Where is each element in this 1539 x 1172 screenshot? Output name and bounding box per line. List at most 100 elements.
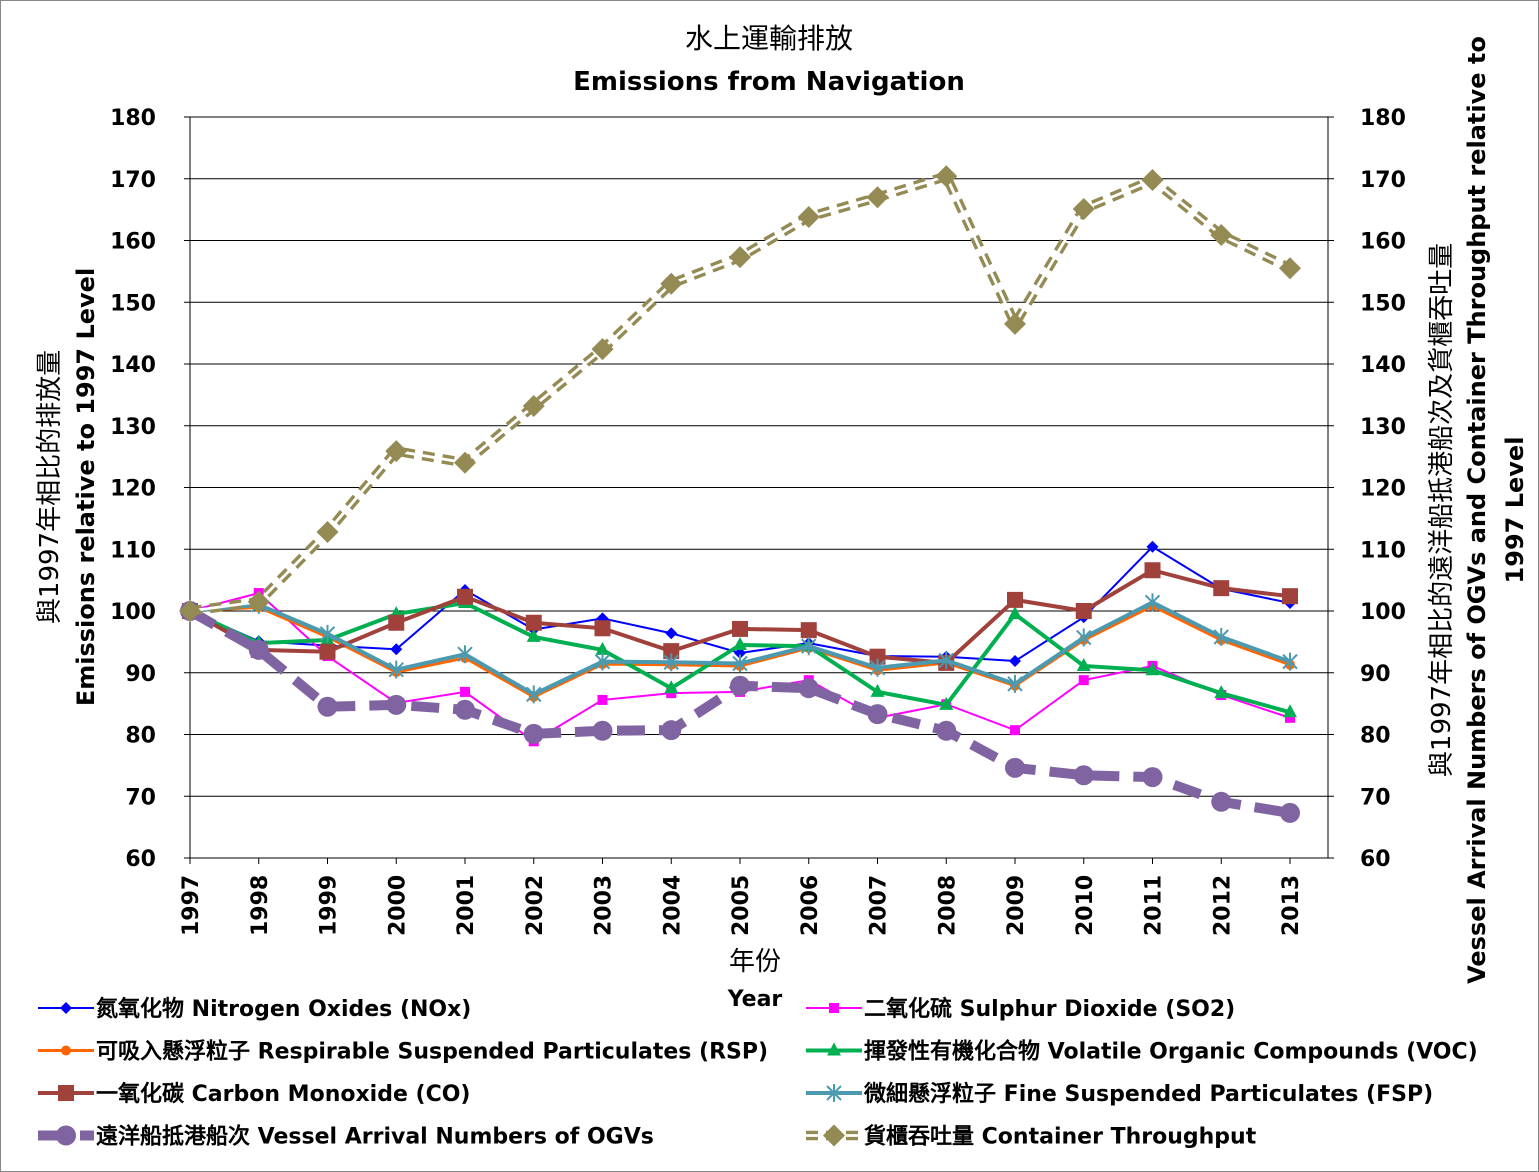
data-point xyxy=(1072,198,1095,221)
data-point xyxy=(801,637,817,656)
data-point xyxy=(1078,675,1089,686)
x-tick-label: 2011 xyxy=(1142,875,1167,936)
x-tick-label: 2003 xyxy=(592,875,617,936)
y2-tick-label: 180 xyxy=(1360,106,1406,131)
legend-marker xyxy=(823,1124,845,1147)
data-point xyxy=(1141,168,1164,191)
legend-item: 一氧化碳 Carbon Monoxide (CO) xyxy=(38,1081,470,1107)
data-point xyxy=(526,628,541,642)
data-point xyxy=(388,660,404,679)
data-point xyxy=(1282,652,1298,671)
y-tick-label: 140 xyxy=(110,353,156,378)
data-point xyxy=(317,696,338,717)
x-tick-label: 2009 xyxy=(1004,875,1029,936)
series-line-gap xyxy=(189,174,1291,613)
legend-marker xyxy=(829,1003,839,1013)
x-tick-label: 2005 xyxy=(729,875,754,936)
data-point xyxy=(1211,791,1232,812)
legend-marker xyxy=(58,1085,74,1101)
legend-item: 貨櫃吞吐量 Container Throughput xyxy=(806,1124,1257,1150)
legend-item: 揮發性有機化合物 Volatile Organic Compounds (VOC… xyxy=(806,1039,1478,1065)
y-tick-label: 60 xyxy=(125,847,156,872)
data-point xyxy=(663,653,679,672)
data-point xyxy=(661,720,682,741)
data-point xyxy=(597,694,608,705)
data-point xyxy=(1280,802,1300,823)
legend-label: 遠洋船抵港船次 Vessel Arrival Numbers of OGVs xyxy=(96,1124,654,1150)
data-point xyxy=(665,627,678,640)
data-point xyxy=(1145,662,1160,676)
legend-label: 微細懸浮粒子 Fine Suspended Particulates (FSP) xyxy=(863,1081,1433,1107)
data-point xyxy=(938,651,954,670)
y-tick-label: 160 xyxy=(110,230,156,255)
chart-title-zh: 水上運輸排放 xyxy=(685,22,853,55)
data-point xyxy=(390,643,403,656)
y2-tick-label: 60 xyxy=(1360,847,1391,872)
data-point xyxy=(797,206,820,229)
data-point xyxy=(1214,685,1229,699)
y-tick-label: 100 xyxy=(110,600,156,625)
y-tick-label: 70 xyxy=(125,785,156,810)
data-point xyxy=(522,394,545,417)
data-point xyxy=(664,680,679,694)
y2-tick-label: 150 xyxy=(1360,291,1406,316)
series-4 xyxy=(182,562,1298,671)
legend-marker xyxy=(61,1045,71,1056)
data-point xyxy=(319,643,336,660)
y2-tick-label: 70 xyxy=(1360,785,1391,810)
x-tick-label: 2013 xyxy=(1279,875,1304,936)
legend-item: 遠洋船抵港船次 Vessel Arrival Numbers of OGVs xyxy=(38,1124,654,1150)
y-tick-label: 170 xyxy=(110,168,156,193)
y-axis-label-zh: 與1997年相比的排放量 xyxy=(35,350,65,624)
data-point xyxy=(734,646,746,659)
data-point xyxy=(866,186,889,209)
legend-label: 貨櫃吞吐量 Container Throughput xyxy=(864,1124,1257,1150)
data-point xyxy=(592,720,613,741)
data-point xyxy=(1142,767,1163,788)
data-point xyxy=(595,641,610,655)
data-point xyxy=(939,696,954,710)
data-point xyxy=(869,648,886,665)
y-tick-label: 180 xyxy=(110,106,156,131)
legend-marker xyxy=(60,1002,72,1014)
y2-axis-label: Vessel Arrival Numbers of OGVs and Conta… xyxy=(1463,36,1529,984)
data-point xyxy=(1146,540,1159,553)
x-tick-label: 2002 xyxy=(523,875,548,936)
data-point xyxy=(1010,725,1020,736)
data-point xyxy=(526,685,542,704)
data-point xyxy=(594,620,611,637)
data-point xyxy=(867,704,888,725)
data-point xyxy=(730,675,750,696)
x-tick-label: 1998 xyxy=(248,875,273,936)
legend-item: 微細懸浮粒子 Fine Suspended Particulates (FSP) xyxy=(806,1081,1433,1107)
y-tick-label: 130 xyxy=(110,415,156,440)
legend-item: 二氧化硫 Sulphur Dioxide (SO2) xyxy=(806,996,1235,1022)
x-tick-label: 1997 xyxy=(179,875,204,936)
y2-tick-label: 90 xyxy=(1360,662,1391,687)
x-axis-label-zh: 年份 xyxy=(729,947,781,977)
legend-label: 可吸入懸浮粒子 Respirable Suspended Particulate… xyxy=(96,1039,768,1065)
legend-marker xyxy=(827,1042,841,1056)
data-point xyxy=(1144,593,1161,612)
data-point xyxy=(1009,655,1021,668)
x-tick-label: 2010 xyxy=(1073,875,1098,936)
legend-item: 可吸入懸浮粒子 Respirable Suspended Particulate… xyxy=(38,1039,768,1065)
data-point xyxy=(800,622,817,639)
data-point xyxy=(386,694,407,715)
series-6 xyxy=(180,601,1300,823)
data-point xyxy=(460,686,470,697)
data-point xyxy=(385,440,408,463)
series-line xyxy=(189,170,1293,616)
data-point xyxy=(935,165,958,188)
series-3 xyxy=(183,594,1297,718)
data-point xyxy=(247,590,270,613)
data-point xyxy=(594,652,611,671)
data-point xyxy=(1285,712,1295,723)
y2-tick-label: 140 xyxy=(1360,353,1406,378)
x-axis-label: Year xyxy=(727,987,783,1012)
legend-marker xyxy=(826,1084,842,1102)
data-point xyxy=(732,620,748,637)
y-tick-label: 150 xyxy=(110,291,156,316)
data-point xyxy=(660,272,683,295)
